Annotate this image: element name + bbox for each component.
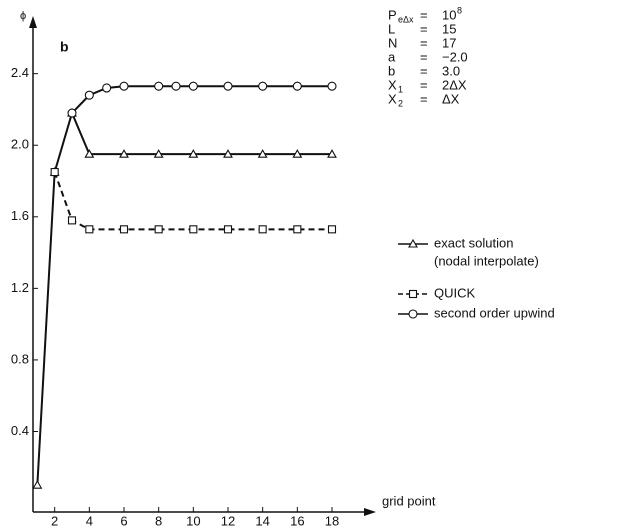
x-tick-label: 4 xyxy=(86,513,93,526)
y-tick-label: 0.8 xyxy=(11,351,29,366)
marker xyxy=(408,238,418,248)
marker xyxy=(84,90,94,100)
param-equals: = xyxy=(420,35,428,50)
marker xyxy=(50,168,59,177)
series-line xyxy=(53,171,332,231)
param-value: 3.0 xyxy=(442,63,460,78)
marker xyxy=(258,225,267,234)
marker xyxy=(171,81,181,91)
param-value: 2ΔX xyxy=(442,77,467,92)
marker xyxy=(32,480,43,489)
param-equals: = xyxy=(420,63,428,78)
legend-label: QUICK xyxy=(434,285,476,300)
marker xyxy=(153,149,164,158)
param-label: L xyxy=(388,21,395,36)
param-value: 10 xyxy=(442,7,456,22)
param-value: 17 xyxy=(442,35,456,50)
marker xyxy=(223,81,233,91)
legend-note: (nodal interpolate) xyxy=(434,253,539,268)
param-sub: 1 xyxy=(398,84,403,94)
x-arrow xyxy=(364,508,376,516)
marker xyxy=(85,225,94,234)
marker xyxy=(327,225,337,234)
y-tick-label: 1.2 xyxy=(11,280,29,295)
x-tick-label: 10 xyxy=(186,513,200,526)
panel-label: b xyxy=(60,39,69,55)
x-tick-label: 12 xyxy=(221,513,235,526)
x-tick-label: 2 xyxy=(51,513,58,526)
marker xyxy=(327,81,337,91)
param-label: N xyxy=(388,35,397,50)
param-sup: 8 xyxy=(457,5,462,15)
series-line xyxy=(71,85,332,114)
x-tick-label: 18 xyxy=(325,513,339,526)
marker xyxy=(67,216,77,225)
param-equals: = xyxy=(420,7,428,22)
marker xyxy=(154,81,164,91)
marker xyxy=(292,149,303,158)
x-tick-label: 16 xyxy=(290,513,304,526)
legend-label: exact solution xyxy=(434,235,514,250)
marker xyxy=(223,149,233,158)
param-equals: = xyxy=(420,77,428,92)
y-tick-label: 1.6 xyxy=(11,208,29,223)
marker xyxy=(292,81,302,91)
param-label: a xyxy=(388,49,396,64)
series-line xyxy=(36,110,332,486)
marker xyxy=(408,309,418,319)
param-equals: = xyxy=(420,21,428,36)
param-label: b xyxy=(388,63,395,78)
y-axis-label: ϕ xyxy=(20,10,26,22)
marker xyxy=(327,149,337,158)
x-axis-label: grid point xyxy=(382,493,436,508)
param-label: X xyxy=(388,91,397,106)
marker xyxy=(189,225,198,234)
param-label: P xyxy=(388,7,397,22)
x-tick-label: 6 xyxy=(120,513,127,526)
y-tick-label: 2.4 xyxy=(11,65,29,80)
marker xyxy=(223,225,233,234)
y-tick-label: 0.4 xyxy=(11,423,29,438)
y-tick-label: 2.0 xyxy=(11,137,29,152)
marker xyxy=(119,149,129,158)
param-value: −2.0 xyxy=(442,49,468,64)
marker xyxy=(102,83,112,93)
marker xyxy=(119,225,129,234)
param-equals: = xyxy=(420,91,428,106)
marker xyxy=(84,149,95,158)
marker xyxy=(67,108,77,118)
marker xyxy=(408,289,418,299)
param-value: ΔX xyxy=(442,91,460,106)
legend-label: second order upwind xyxy=(434,305,555,320)
marker xyxy=(257,149,268,158)
y-arrow xyxy=(29,16,37,28)
marker xyxy=(119,81,129,91)
marker xyxy=(188,149,199,158)
marker xyxy=(293,225,302,234)
x-tick-label: 8 xyxy=(155,513,162,526)
param-label: X xyxy=(388,77,397,92)
param-sub: eΔx xyxy=(398,14,414,24)
param-sub: 2 xyxy=(398,98,403,108)
param-equals: = xyxy=(420,49,428,64)
marker xyxy=(188,81,198,91)
marker xyxy=(258,81,268,91)
param-value: 15 xyxy=(442,21,456,36)
marker xyxy=(154,225,163,234)
x-tick-label: 14 xyxy=(255,513,269,526)
